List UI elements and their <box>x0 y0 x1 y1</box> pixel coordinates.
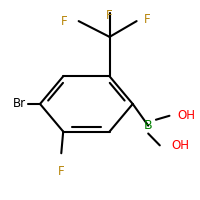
Text: OH: OH <box>177 109 195 122</box>
Text: F: F <box>144 13 151 26</box>
Text: F: F <box>58 165 65 178</box>
Text: B: B <box>144 119 153 132</box>
Text: F: F <box>60 15 67 28</box>
Text: OH: OH <box>171 139 189 152</box>
Text: Br: Br <box>13 97 26 110</box>
Text: F: F <box>106 9 113 22</box>
